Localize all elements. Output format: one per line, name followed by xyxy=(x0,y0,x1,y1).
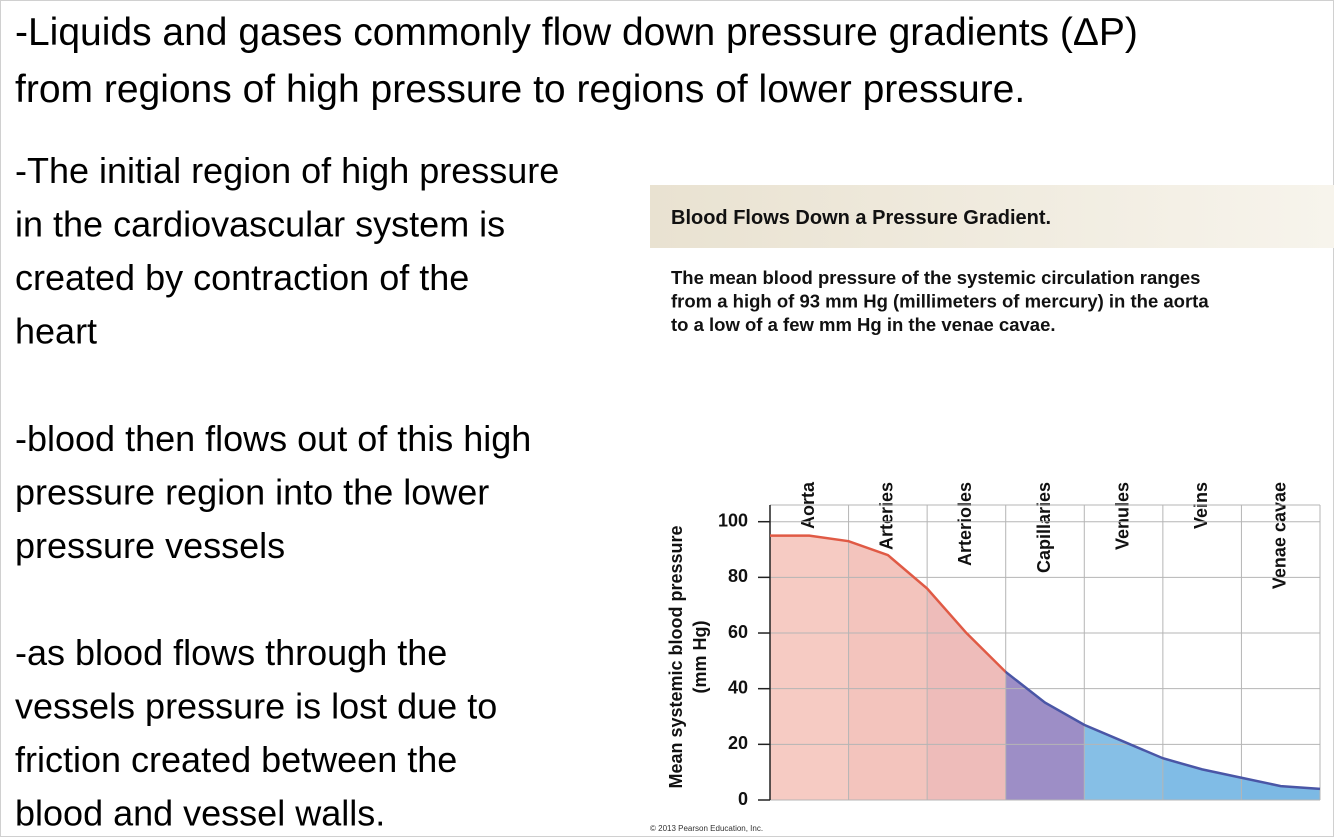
area-band xyxy=(770,535,850,800)
area-band xyxy=(1162,535,1242,800)
y-tick-label: 100 xyxy=(718,510,748,530)
bullet-line: -as blood flows through the xyxy=(15,632,447,673)
category-label: Veins xyxy=(1191,482,1211,529)
y-tick-label: 20 xyxy=(728,733,748,753)
y-tick-label: 80 xyxy=(728,566,748,586)
y-tick-label: 40 xyxy=(728,677,748,697)
chart-subtitle: to a low of a few mm Hg in the venae cav… xyxy=(671,314,1056,335)
bullet-line: friction created between the xyxy=(15,739,457,780)
heading-line: -Liquids and gases commonly flow down pr… xyxy=(15,11,1138,54)
y-tick-label: 60 xyxy=(728,622,748,642)
bullet-line: in the cardiovascular system is xyxy=(15,204,505,245)
chart-subtitle: from a high of 93 mm Hg (millimeters of … xyxy=(671,291,1209,312)
y-axis-label: Mean systemic blood pressure xyxy=(666,525,686,788)
bullet-line: -The initial region of high pressure xyxy=(15,150,559,191)
category-label: Venules xyxy=(1112,482,1132,550)
bullet-line: vessels pressure is lost due to xyxy=(15,686,497,727)
bullet-line: -blood then flows out of this high xyxy=(15,418,531,459)
chart-title: Blood Flows Down a Pressure Gradient. xyxy=(671,207,1051,229)
y-tick-label: 0 xyxy=(738,789,748,809)
bullet-line: heart xyxy=(15,311,97,352)
chart-header-band xyxy=(650,185,1334,248)
bullet-line: pressure vessels xyxy=(15,525,285,566)
category-label: Arteries xyxy=(877,482,897,550)
category-label: Capillaries xyxy=(1034,482,1054,573)
area-band xyxy=(848,535,928,800)
bullet-line: created by contraction of the xyxy=(15,257,469,298)
bullet-line: blood and vessel walls. xyxy=(15,793,385,834)
bullet-line: pressure region into the lower xyxy=(15,472,489,513)
credit: © 2013 Pearson Education, Inc. xyxy=(650,824,763,833)
heading-line: from regions of high pressure to regions… xyxy=(15,68,1025,111)
category-label: Arterioles xyxy=(955,482,975,566)
chart-subtitle: The mean blood pressure of the systemic … xyxy=(671,267,1200,288)
category-label: Venae cavae xyxy=(1269,482,1289,589)
y-axis-unit: (mm Hg) xyxy=(690,621,710,694)
pressure-line xyxy=(770,534,1321,791)
